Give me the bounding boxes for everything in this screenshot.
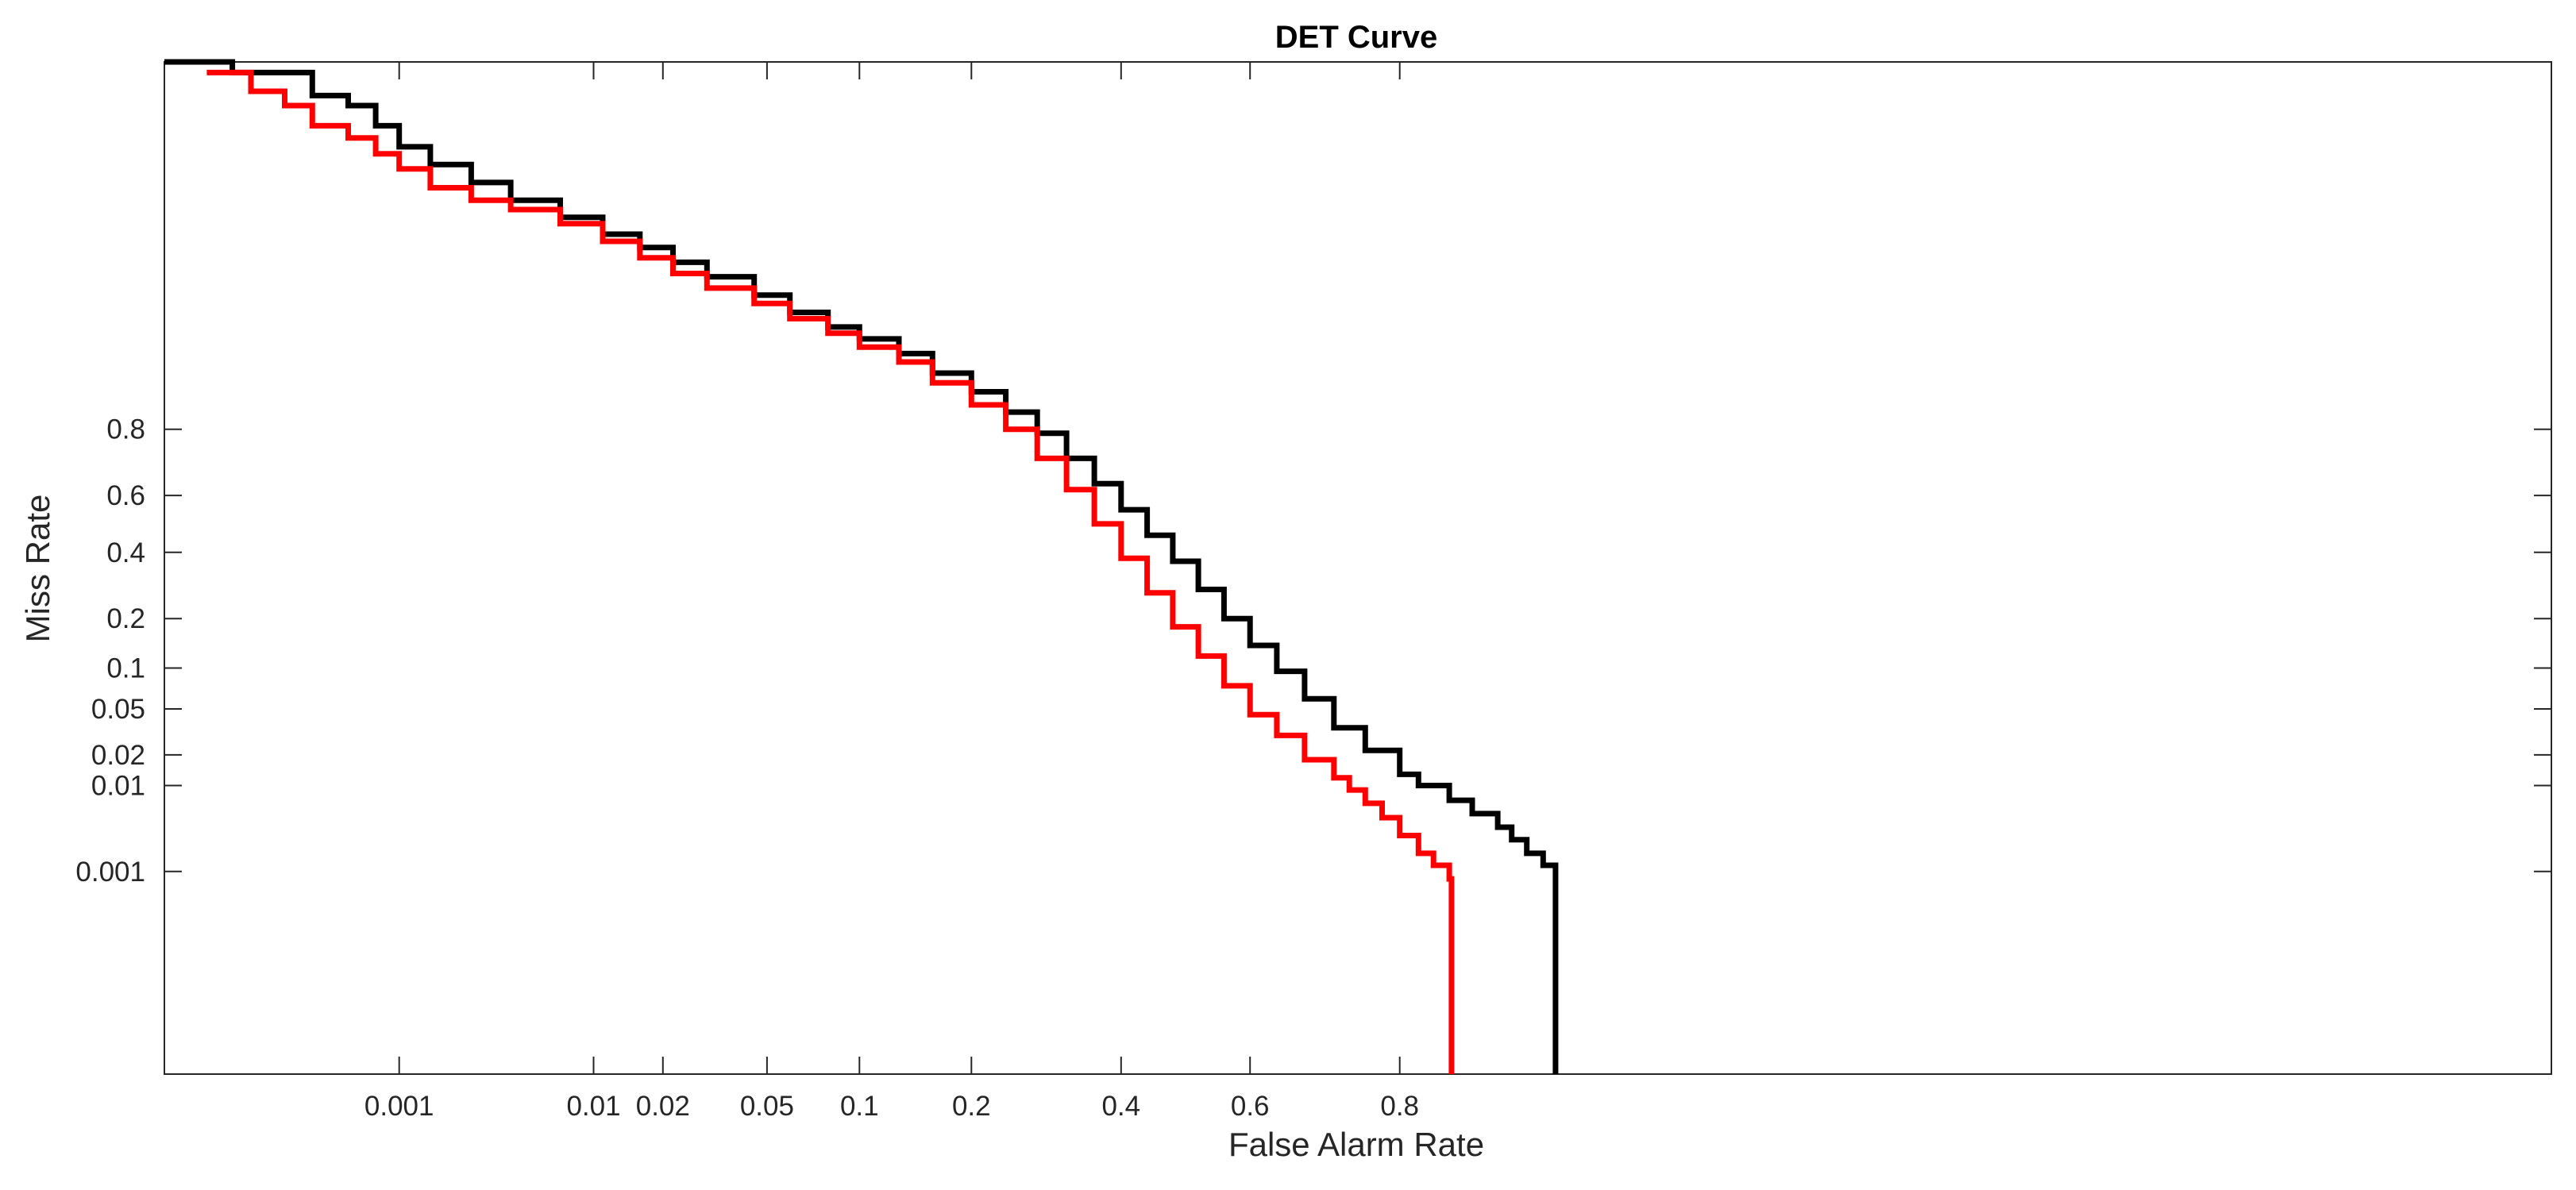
x-axis-ticks: 0.001 0.01 0.02 0.05 0.1 0.2 0.4 0.6 0.8: [364, 62, 1419, 1122]
x-tick-label: 0.4: [1101, 1091, 1140, 1122]
x-tick-label: 0.05: [740, 1091, 794, 1122]
x-tick-label: 0.02: [636, 1091, 690, 1122]
plot-area: [164, 61, 2552, 1075]
y-tick-label: 0.1: [106, 653, 145, 684]
y-tick-label: 0.8: [106, 414, 145, 445]
y-axis-title: Miss Rate: [19, 495, 56, 643]
y-tick-label: 0.2: [106, 603, 145, 634]
chart-title: DET Curve: [1275, 20, 1438, 55]
y-tick-label: 0.6: [106, 480, 145, 511]
series-line-2: [206, 69, 1455, 1074]
series-line-1: [164, 59, 1559, 1074]
y-axis-ticks: 0.001 0.010.02 0.05 0.1 0.2 0.4 0.6 0.8: [75, 414, 2551, 888]
y-tick-label: 0.01: [91, 771, 145, 802]
x-tick-label: 0.1: [840, 1091, 879, 1122]
y-tick-label: 0.02: [91, 740, 145, 771]
x-axis-title: False Alarm Rate: [1228, 1126, 1484, 1163]
x-tick-label: 0.01: [566, 1091, 620, 1122]
x-tick-label: 0.8: [1380, 1091, 1419, 1122]
y-tick-label: 0.4: [106, 537, 145, 568]
y-tick-label: 0.05: [91, 694, 145, 725]
x-tick-label: 0.6: [1231, 1091, 1270, 1122]
series-layer: [164, 59, 1559, 1074]
x-tick-label: 0.2: [952, 1091, 991, 1122]
x-tick-label: 0.001: [364, 1091, 434, 1122]
y-tick-label: 0.001: [75, 857, 145, 888]
